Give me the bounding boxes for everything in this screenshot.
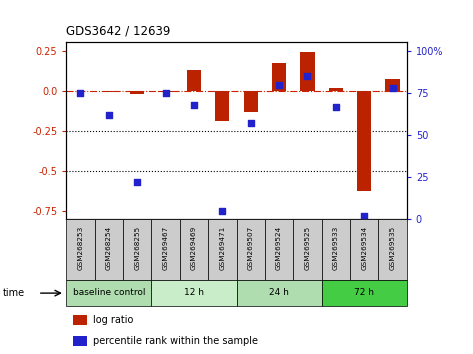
Text: 12 h: 12 h: [184, 289, 204, 297]
Bar: [293, 219, 322, 280]
Text: GSM269534: GSM269534: [361, 226, 367, 270]
Text: baseline control: baseline control: [72, 289, 145, 297]
Bar: [123, 219, 151, 280]
Text: GSM269471: GSM269471: [219, 226, 225, 270]
Bar: [385, 80, 400, 91]
Bar: [73, 315, 87, 325]
Bar: [102, 91, 116, 92]
Text: percentile rank within the sample: percentile rank within the sample: [94, 336, 258, 346]
Bar: [158, 91, 173, 92]
Text: GDS3642 / 12639: GDS3642 / 12639: [66, 24, 171, 37]
Bar: [180, 219, 208, 280]
Bar: [378, 219, 407, 280]
Point: [77, 90, 84, 96]
Bar: [151, 280, 236, 306]
Bar: [357, 91, 371, 190]
Bar: [350, 219, 378, 280]
Bar: [265, 219, 293, 280]
Bar: [244, 91, 258, 112]
Point: [389, 85, 396, 91]
Bar: [151, 219, 180, 280]
Bar: [236, 219, 265, 280]
Text: GSM269525: GSM269525: [305, 226, 310, 270]
Text: GSM269535: GSM269535: [390, 226, 395, 270]
Bar: [66, 219, 95, 280]
Bar: [215, 91, 229, 121]
Text: GSM269507: GSM269507: [248, 226, 254, 270]
Text: time: time: [2, 288, 25, 298]
Text: GSM269469: GSM269469: [191, 226, 197, 270]
Bar: [300, 52, 315, 91]
Bar: [66, 280, 151, 306]
Text: log ratio: log ratio: [94, 315, 134, 325]
Point: [219, 208, 226, 214]
Point: [332, 104, 340, 109]
Text: 24 h: 24 h: [269, 289, 289, 297]
Text: GSM268254: GSM268254: [106, 226, 112, 270]
Bar: [73, 336, 87, 346]
Bar: [236, 280, 322, 306]
Bar: [187, 70, 201, 91]
Bar: [208, 219, 236, 280]
Bar: [272, 63, 286, 91]
Bar: [95, 219, 123, 280]
Point: [275, 82, 283, 87]
Bar: [329, 87, 343, 91]
Bar: [322, 280, 407, 306]
Bar: [130, 91, 144, 94]
Text: GSM269524: GSM269524: [276, 226, 282, 270]
Point: [133, 179, 141, 185]
Text: GSM268253: GSM268253: [78, 226, 83, 270]
Point: [162, 90, 169, 96]
Text: GSM268255: GSM268255: [134, 226, 140, 270]
Point: [190, 102, 198, 108]
Point: [304, 73, 311, 79]
Text: 72 h: 72 h: [354, 289, 374, 297]
Point: [105, 112, 113, 118]
Text: GSM269467: GSM269467: [163, 226, 168, 270]
Bar: [322, 219, 350, 280]
Point: [360, 213, 368, 219]
Text: GSM269533: GSM269533: [333, 226, 339, 270]
Point: [247, 121, 254, 126]
